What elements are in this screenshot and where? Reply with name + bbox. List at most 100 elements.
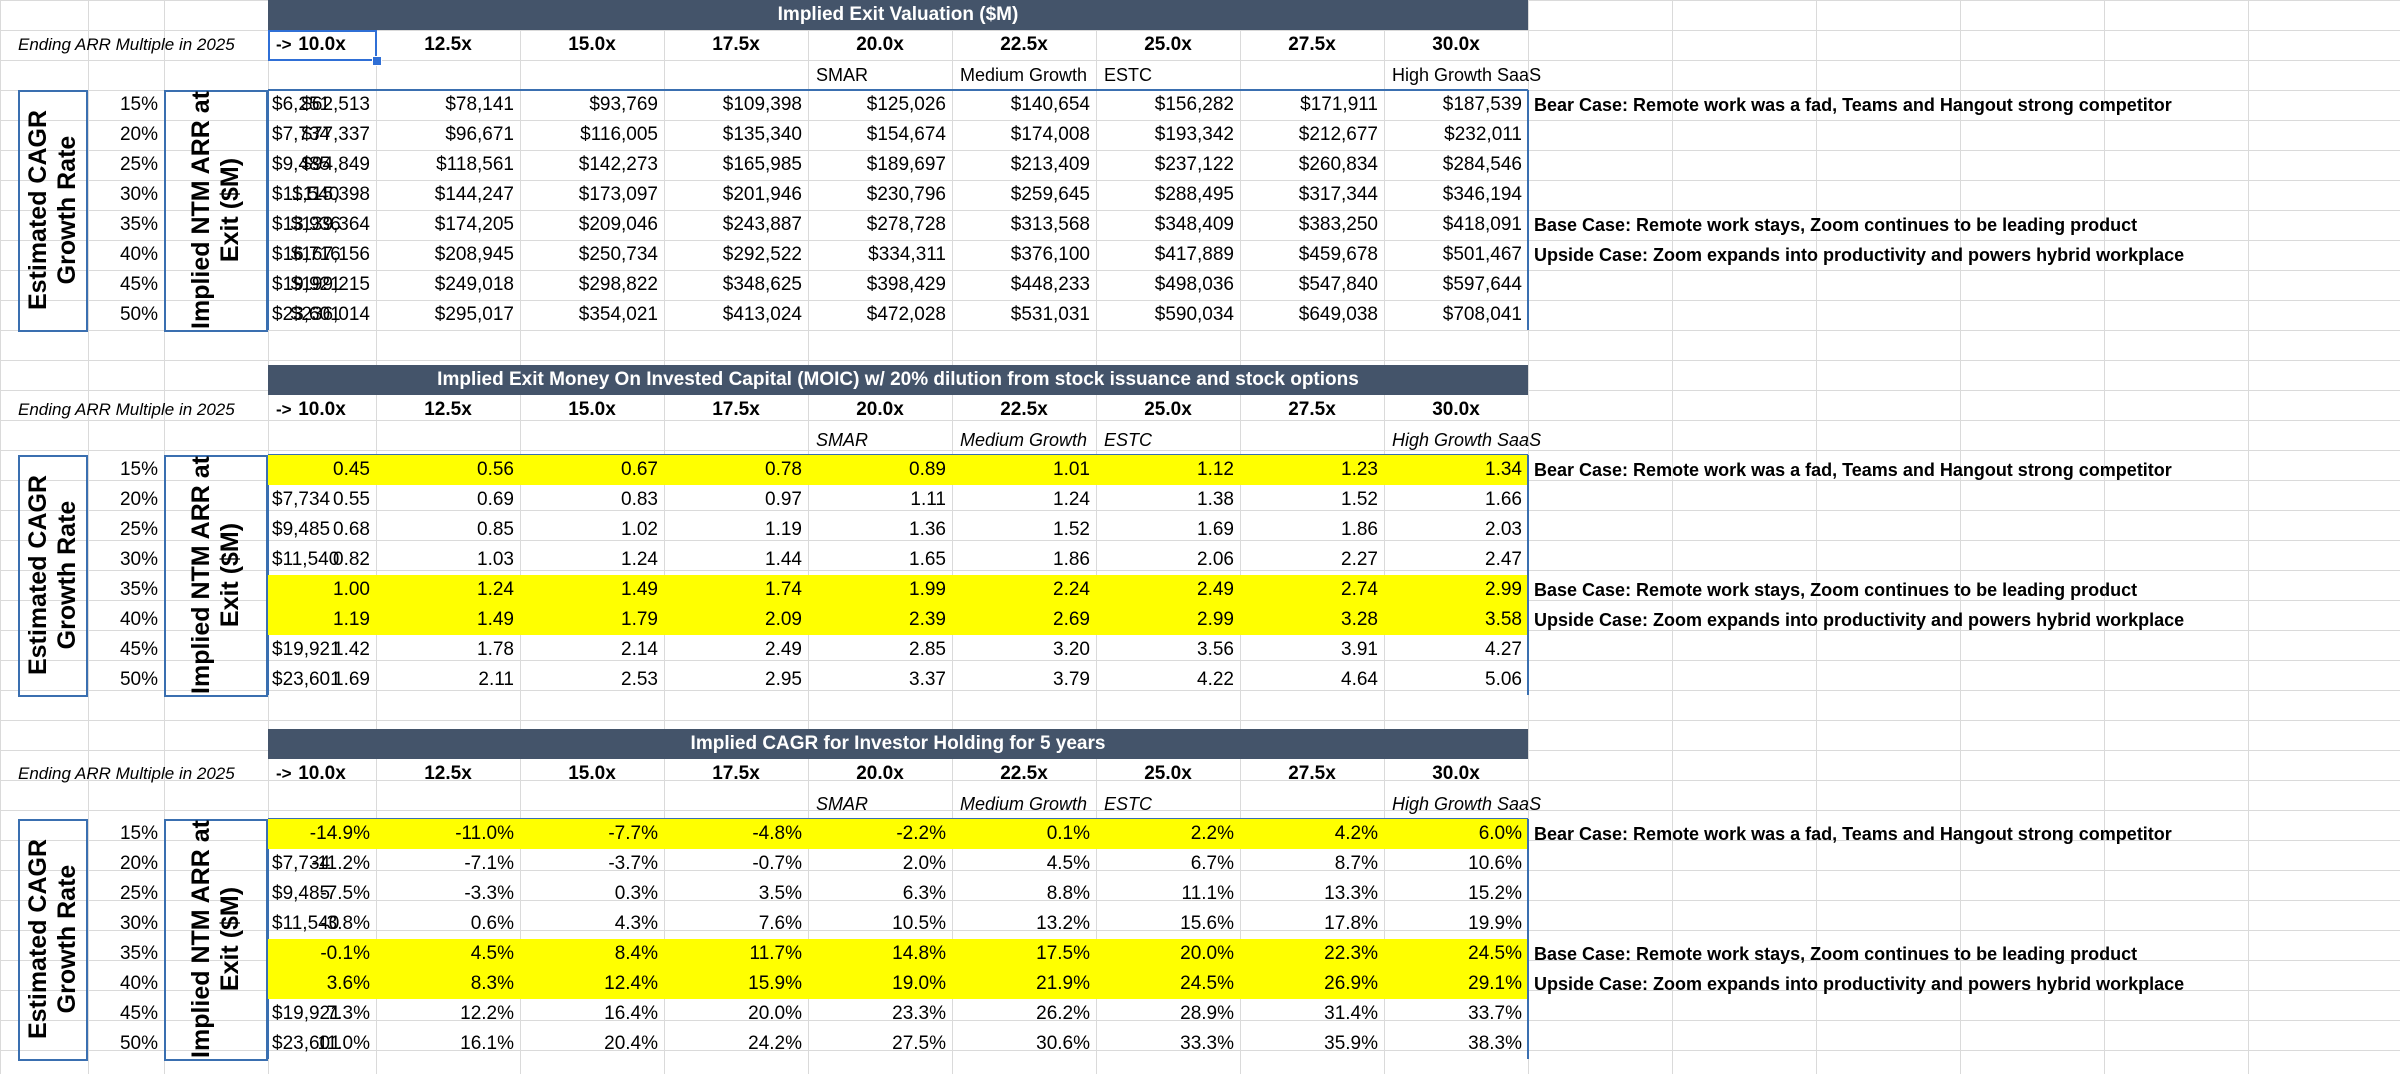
table-cell[interactable]: $232,011 [1444, 124, 1522, 145]
table-cell[interactable]: $472,028 [866, 304, 946, 325]
table-cell[interactable]: 2.53 [621, 669, 658, 690]
table-cell[interactable]: 30.6% [1036, 1033, 1090, 1054]
table-cell[interactable]: $171,911 [1300, 94, 1378, 115]
table-cell[interactable]: -11.0% [376, 819, 520, 849]
table-cell[interactable]: -0.7% [752, 853, 802, 874]
table-cell[interactable]: -11.2% [311, 853, 370, 874]
table-cell[interactable]: $140,654 [1010, 94, 1090, 115]
table-cell[interactable]: 2.27 [1341, 549, 1378, 570]
table-cell[interactable]: 1.52 [1341, 489, 1378, 510]
multiple-header-6[interactable]: 25.0x [1144, 399, 1192, 420]
table-cell[interactable]: 8.7% [1334, 853, 1378, 874]
multiple-header-2[interactable]: 15.0x [568, 34, 616, 55]
table-cell[interactable]: 6.3% [902, 883, 946, 904]
table-cell[interactable]: 23.3% [892, 1003, 946, 1024]
table-cell[interactable]: 16.4% [604, 1003, 658, 1024]
table-cell[interactable]: 7.3% [326, 1003, 370, 1024]
table-cell[interactable]: 1.11 [910, 489, 946, 510]
table-cell[interactable]: 2.06 [1197, 549, 1234, 570]
table-cell[interactable]: -7.7% [520, 819, 664, 849]
table-cell[interactable]: 10.5% [892, 913, 946, 934]
multiple-header-6[interactable]: 25.0x [1144, 763, 1192, 784]
table-cell[interactable]: $413,024 [722, 304, 802, 325]
table-cell[interactable]: 0.3% [614, 883, 658, 904]
table-cell[interactable]: 1.00 [268, 575, 376, 605]
table-cell[interactable]: $498,036 [1154, 274, 1234, 295]
table-cell[interactable]: 13.2% [1036, 913, 1090, 934]
table-cell[interactable]: 1.86 [1053, 549, 1090, 570]
multiple-header-5[interactable]: 22.5x [1000, 763, 1048, 784]
table-cell[interactable]: 6.7% [1190, 853, 1234, 874]
table-cell[interactable]: 33.7% [1468, 1003, 1522, 1024]
table-cell[interactable]: $501,467 [1442, 244, 1522, 265]
table-cell[interactable]: -0.1% [268, 939, 376, 969]
table-cell[interactable]: 3.28 [1240, 605, 1384, 635]
table-cell[interactable]: 2.39 [808, 605, 952, 635]
table-cell[interactable]: 1.42 [333, 639, 370, 660]
table-cell[interactable]: 15.2% [1468, 883, 1522, 904]
table-cell[interactable]: 0.89 [808, 455, 952, 485]
table-cell[interactable]: $317,344 [1298, 184, 1378, 205]
table-cell[interactable]: 1.19 [765, 519, 802, 540]
table-cell[interactable]: 1.24 [376, 575, 520, 605]
table-cell[interactable]: 3.56 [1197, 639, 1234, 660]
table-cell[interactable]: 1.01 [952, 455, 1096, 485]
multiple-header-5[interactable]: 22.5x [1000, 34, 1048, 55]
table-cell[interactable]: $230,796 [866, 184, 946, 205]
table-cell[interactable]: $154,674 [866, 124, 946, 145]
table-cell[interactable]: $590,034 [1154, 304, 1234, 325]
table-cell[interactable]: 1.78 [477, 639, 514, 660]
table-cell[interactable]: $298,822 [578, 274, 658, 295]
table-cell[interactable]: 12.4% [520, 969, 664, 999]
table-cell[interactable]: $209,046 [578, 214, 658, 235]
multiple-header-1[interactable]: 12.5x [424, 34, 472, 55]
multiple-header-6[interactable]: 25.0x [1144, 34, 1192, 55]
table-cell[interactable]: $243,887 [722, 214, 802, 235]
table-cell[interactable]: $417,889 [1154, 244, 1234, 265]
multiple-header-5[interactable]: 22.5x [1000, 399, 1048, 420]
table-cell[interactable]: -3.7% [608, 853, 658, 874]
table-cell[interactable]: 26.9% [1240, 969, 1384, 999]
table-cell[interactable]: 22.3% [1240, 939, 1384, 969]
table-cell[interactable]: 2.2% [1096, 819, 1240, 849]
table-cell[interactable]: $237,122 [1154, 154, 1234, 175]
table-cell[interactable]: 1.02 [621, 519, 658, 540]
table-cell[interactable]: 26.2% [1036, 1003, 1090, 1024]
table-cell[interactable]: 1.49 [520, 575, 664, 605]
multiple-header-7[interactable]: 27.5x [1288, 34, 1336, 55]
table-cell[interactable]: 10.6% [1468, 853, 1522, 874]
table-cell[interactable]: 1.44 [765, 549, 802, 570]
table-cell[interactable]: $94,849 [301, 154, 370, 175]
table-cell[interactable]: $78,141 [445, 94, 514, 115]
table-cell[interactable]: 8.3% [376, 969, 520, 999]
multiple-header-7[interactable]: 27.5x [1288, 763, 1336, 784]
table-cell[interactable]: -14.9% [268, 819, 376, 849]
table-cell[interactable]: $383,250 [1298, 214, 1378, 235]
table-cell[interactable]: 11.7% [664, 939, 808, 969]
table-cell[interactable]: 0.68 [333, 519, 370, 540]
table-cell[interactable]: 1.23 [1240, 455, 1384, 485]
table-cell[interactable]: $187,539 [1442, 94, 1522, 115]
multiple-header-2[interactable]: 15.0x [568, 399, 616, 420]
table-cell[interactable]: -3.8% [320, 913, 370, 934]
table-cell[interactable]: 4.22 [1197, 669, 1234, 690]
table-cell[interactable]: 1.12 [1096, 455, 1240, 485]
table-cell[interactable]: 4.3% [614, 913, 658, 934]
table-cell[interactable]: $236,014 [290, 304, 370, 325]
table-cell[interactable]: 27.5% [892, 1033, 946, 1054]
table-cell[interactable]: 14.8% [808, 939, 952, 969]
table-cell[interactable]: 29.1% [1384, 969, 1528, 999]
table-cell[interactable]: 2.14 [621, 639, 658, 660]
table-cell[interactable]: $249,018 [434, 274, 514, 295]
multiple-header-0[interactable]: 10.0x [298, 399, 346, 420]
table-cell[interactable]: 15.9% [664, 969, 808, 999]
multiple-header-4[interactable]: 20.0x [856, 763, 904, 784]
table-cell[interactable]: $135,340 [722, 124, 802, 145]
table-cell[interactable]: $278,728 [866, 214, 946, 235]
multiple-header-0[interactable]: 10.0x [298, 34, 346, 55]
table-cell[interactable]: $189,697 [866, 154, 946, 175]
multiple-header-0[interactable]: 10.0x [298, 763, 346, 784]
table-cell[interactable]: 1.99 [808, 575, 952, 605]
multiple-header-4[interactable]: 20.0x [856, 34, 904, 55]
table-cell[interactable]: $295,017 [434, 304, 514, 325]
